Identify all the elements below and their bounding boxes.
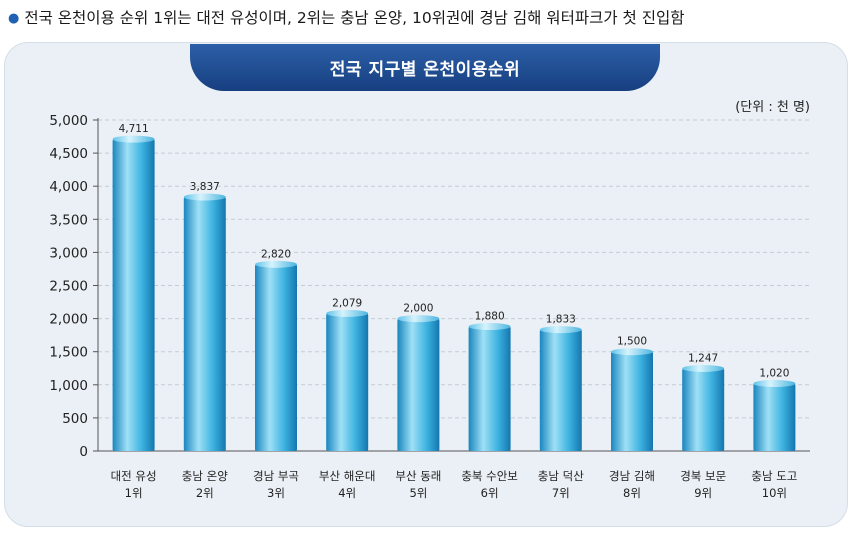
bar-top [112,135,155,143]
bar-top [397,315,440,323]
bar [326,313,369,451]
value-label: 1,500 [617,336,647,348]
bar-top [682,364,725,372]
bar [611,351,653,451]
value-label: 1,247 [688,352,718,364]
bar [112,139,155,451]
value-label: 4,711 [119,123,149,135]
bar-top [753,379,796,387]
value-label: 2,000 [403,303,433,315]
rank-label: 4위 [338,486,356,500]
chart-title: 전국 지구별 온천이용순위 [190,44,660,91]
rank-label: 7위 [552,486,570,500]
bar-layer [112,135,796,451]
headline: ● 전국 온천이용 순위 1위는 대전 유성이며, 2위는 충남 온양, 10위권… [8,6,848,30]
category-label: 부산 해운대 [319,469,376,483]
unit-label: (단위 : 천 명) [735,100,810,115]
category-label: 경남 김해 [609,469,655,483]
value-label: 1,833 [546,314,576,326]
value-label: 3,837 [190,181,220,193]
y-tick-label: 3,000 [49,245,88,261]
y-tick-label: 3,500 [49,212,88,228]
bar-top [326,309,369,317]
category-label: 부산 동래 [395,469,441,483]
value-label: 2,820 [261,248,291,260]
category-label: 경북 보문 [680,469,726,483]
bar-top [183,193,226,201]
rank-label: 9위 [694,486,712,500]
rank-label: 10위 [762,486,787,500]
y-tick-label: 5,000 [49,113,88,129]
bar [753,383,796,451]
y-tick-label: 1,500 [49,345,88,361]
headline-text: 전국 온천이용 순위 1위는 대전 유성이며, 2위는 충남 온양, 10위권에… [24,9,685,27]
bar [255,264,297,451]
rank-label: 1위 [125,486,143,500]
bar [183,196,226,451]
rank-label: 3위 [267,486,285,500]
category-label: 대전 유성 [111,469,157,483]
category-label: 충남 덕산 [538,469,584,483]
bullet-icon: ● [8,11,20,26]
rank-label: 8위 [623,486,641,500]
y-tick-label: 1,000 [49,378,88,394]
bar [468,326,511,451]
category-label: 경남 부곡 [253,469,299,483]
bar [682,368,725,451]
bar-top [255,260,297,268]
value-label: 1,880 [475,311,505,323]
rank-label: 2위 [196,486,214,500]
category-label: 충남 도고 [751,469,797,483]
y-tick-label: 2,000 [49,312,88,328]
y-tick-label: 4,500 [49,146,88,162]
value-label: 2,079 [332,297,362,309]
bar [397,318,440,451]
category-label: 충북 수안보 [461,469,518,483]
bar-top [611,348,653,356]
bar-top [539,326,582,334]
rank-label: 5위 [409,486,427,500]
axis-layer: 0 500 1,000 1,500 2,000 2,500 3,000 3,500 4,000 4… [49,113,810,460]
y-tick-label: 0 [79,444,88,460]
value-label: 1,020 [759,367,789,379]
bar [539,329,582,451]
category-label: 충남 온양 [182,469,228,483]
rank-label: 6위 [481,486,499,500]
y-tick-label: 500 [62,411,88,427]
y-tick-label: 4,000 [49,179,88,195]
y-tick-label: 2,500 [49,279,88,295]
chart-title-text: 전국 지구별 온천이용순위 [329,60,521,80]
label-layer: 4,711 대전 유성 1위 3,837 충남 온양 2위 2,820 경남 부곡 3위 2,07… [111,123,798,500]
bar-top [468,323,511,331]
